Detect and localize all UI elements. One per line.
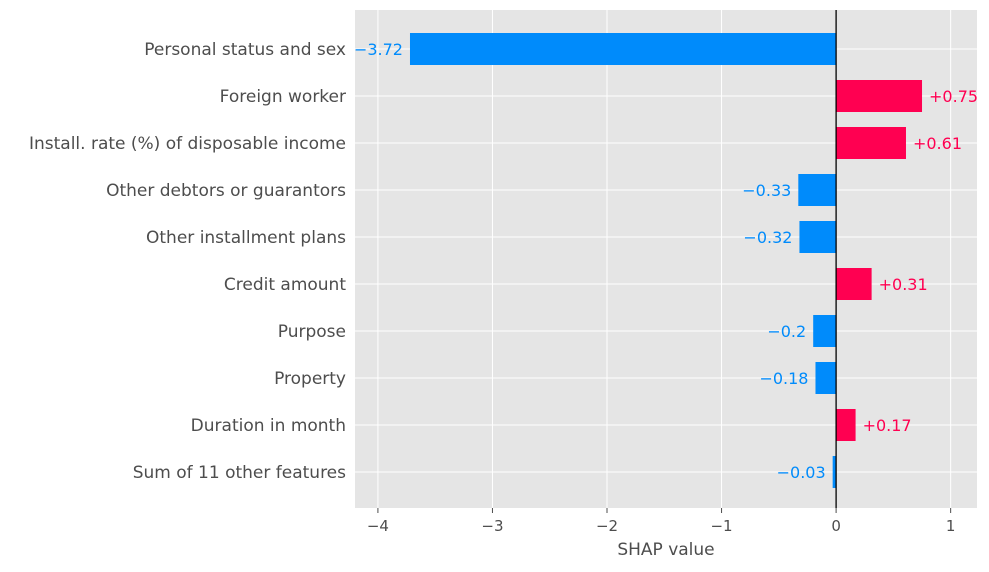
bar: [836, 127, 906, 159]
bar-value-label: −0.2: [767, 322, 806, 341]
bar: [832, 456, 837, 488]
bar-value-label: +0.75: [929, 87, 978, 106]
x-tick-label: −3: [481, 517, 503, 535]
y-tick-label: Other debtors or guarantors: [106, 181, 346, 201]
y-tick-label: Foreign worker: [220, 87, 346, 107]
bar: [836, 80, 923, 112]
bar: [813, 315, 837, 347]
bar-value-label: −0.03: [777, 463, 826, 482]
bar: [799, 221, 837, 253]
y-tick-label: Purpose: [278, 322, 346, 342]
bar-value-label: +0.61: [913, 134, 962, 153]
x-tick-label: −1: [710, 517, 732, 535]
bar-value-label: −0.18: [759, 369, 808, 388]
y-tick-label: Credit amount: [224, 275, 346, 295]
bar: [836, 409, 856, 441]
bar-value-label: −3.72: [354, 40, 403, 59]
bar-value-label: −0.33: [742, 181, 791, 200]
bar: [798, 174, 837, 206]
y-tick-label: Property: [274, 369, 346, 389]
y-tick-label: Personal status and sex: [144, 40, 346, 60]
y-tick-label: Install. rate (%) of disposable income: [29, 134, 346, 154]
bar-value-label: +0.17: [863, 416, 912, 435]
x-tick-label: −2: [596, 517, 618, 535]
bar-value-label: +0.31: [879, 275, 928, 294]
bar-value-label: −0.32: [743, 228, 792, 247]
x-axis-label: SHAP value: [617, 540, 714, 560]
y-tick-label: Other installment plans: [146, 228, 346, 248]
bar: [409, 33, 837, 65]
x-tick-label: 0: [831, 517, 841, 535]
bar: [836, 268, 872, 300]
bar: [815, 362, 837, 394]
x-tick-label: 1: [946, 517, 956, 535]
y-tick-label: Sum of 11 other features: [133, 463, 346, 483]
x-tick-label: −4: [367, 517, 389, 535]
y-tick-label: Duration in month: [191, 416, 346, 436]
